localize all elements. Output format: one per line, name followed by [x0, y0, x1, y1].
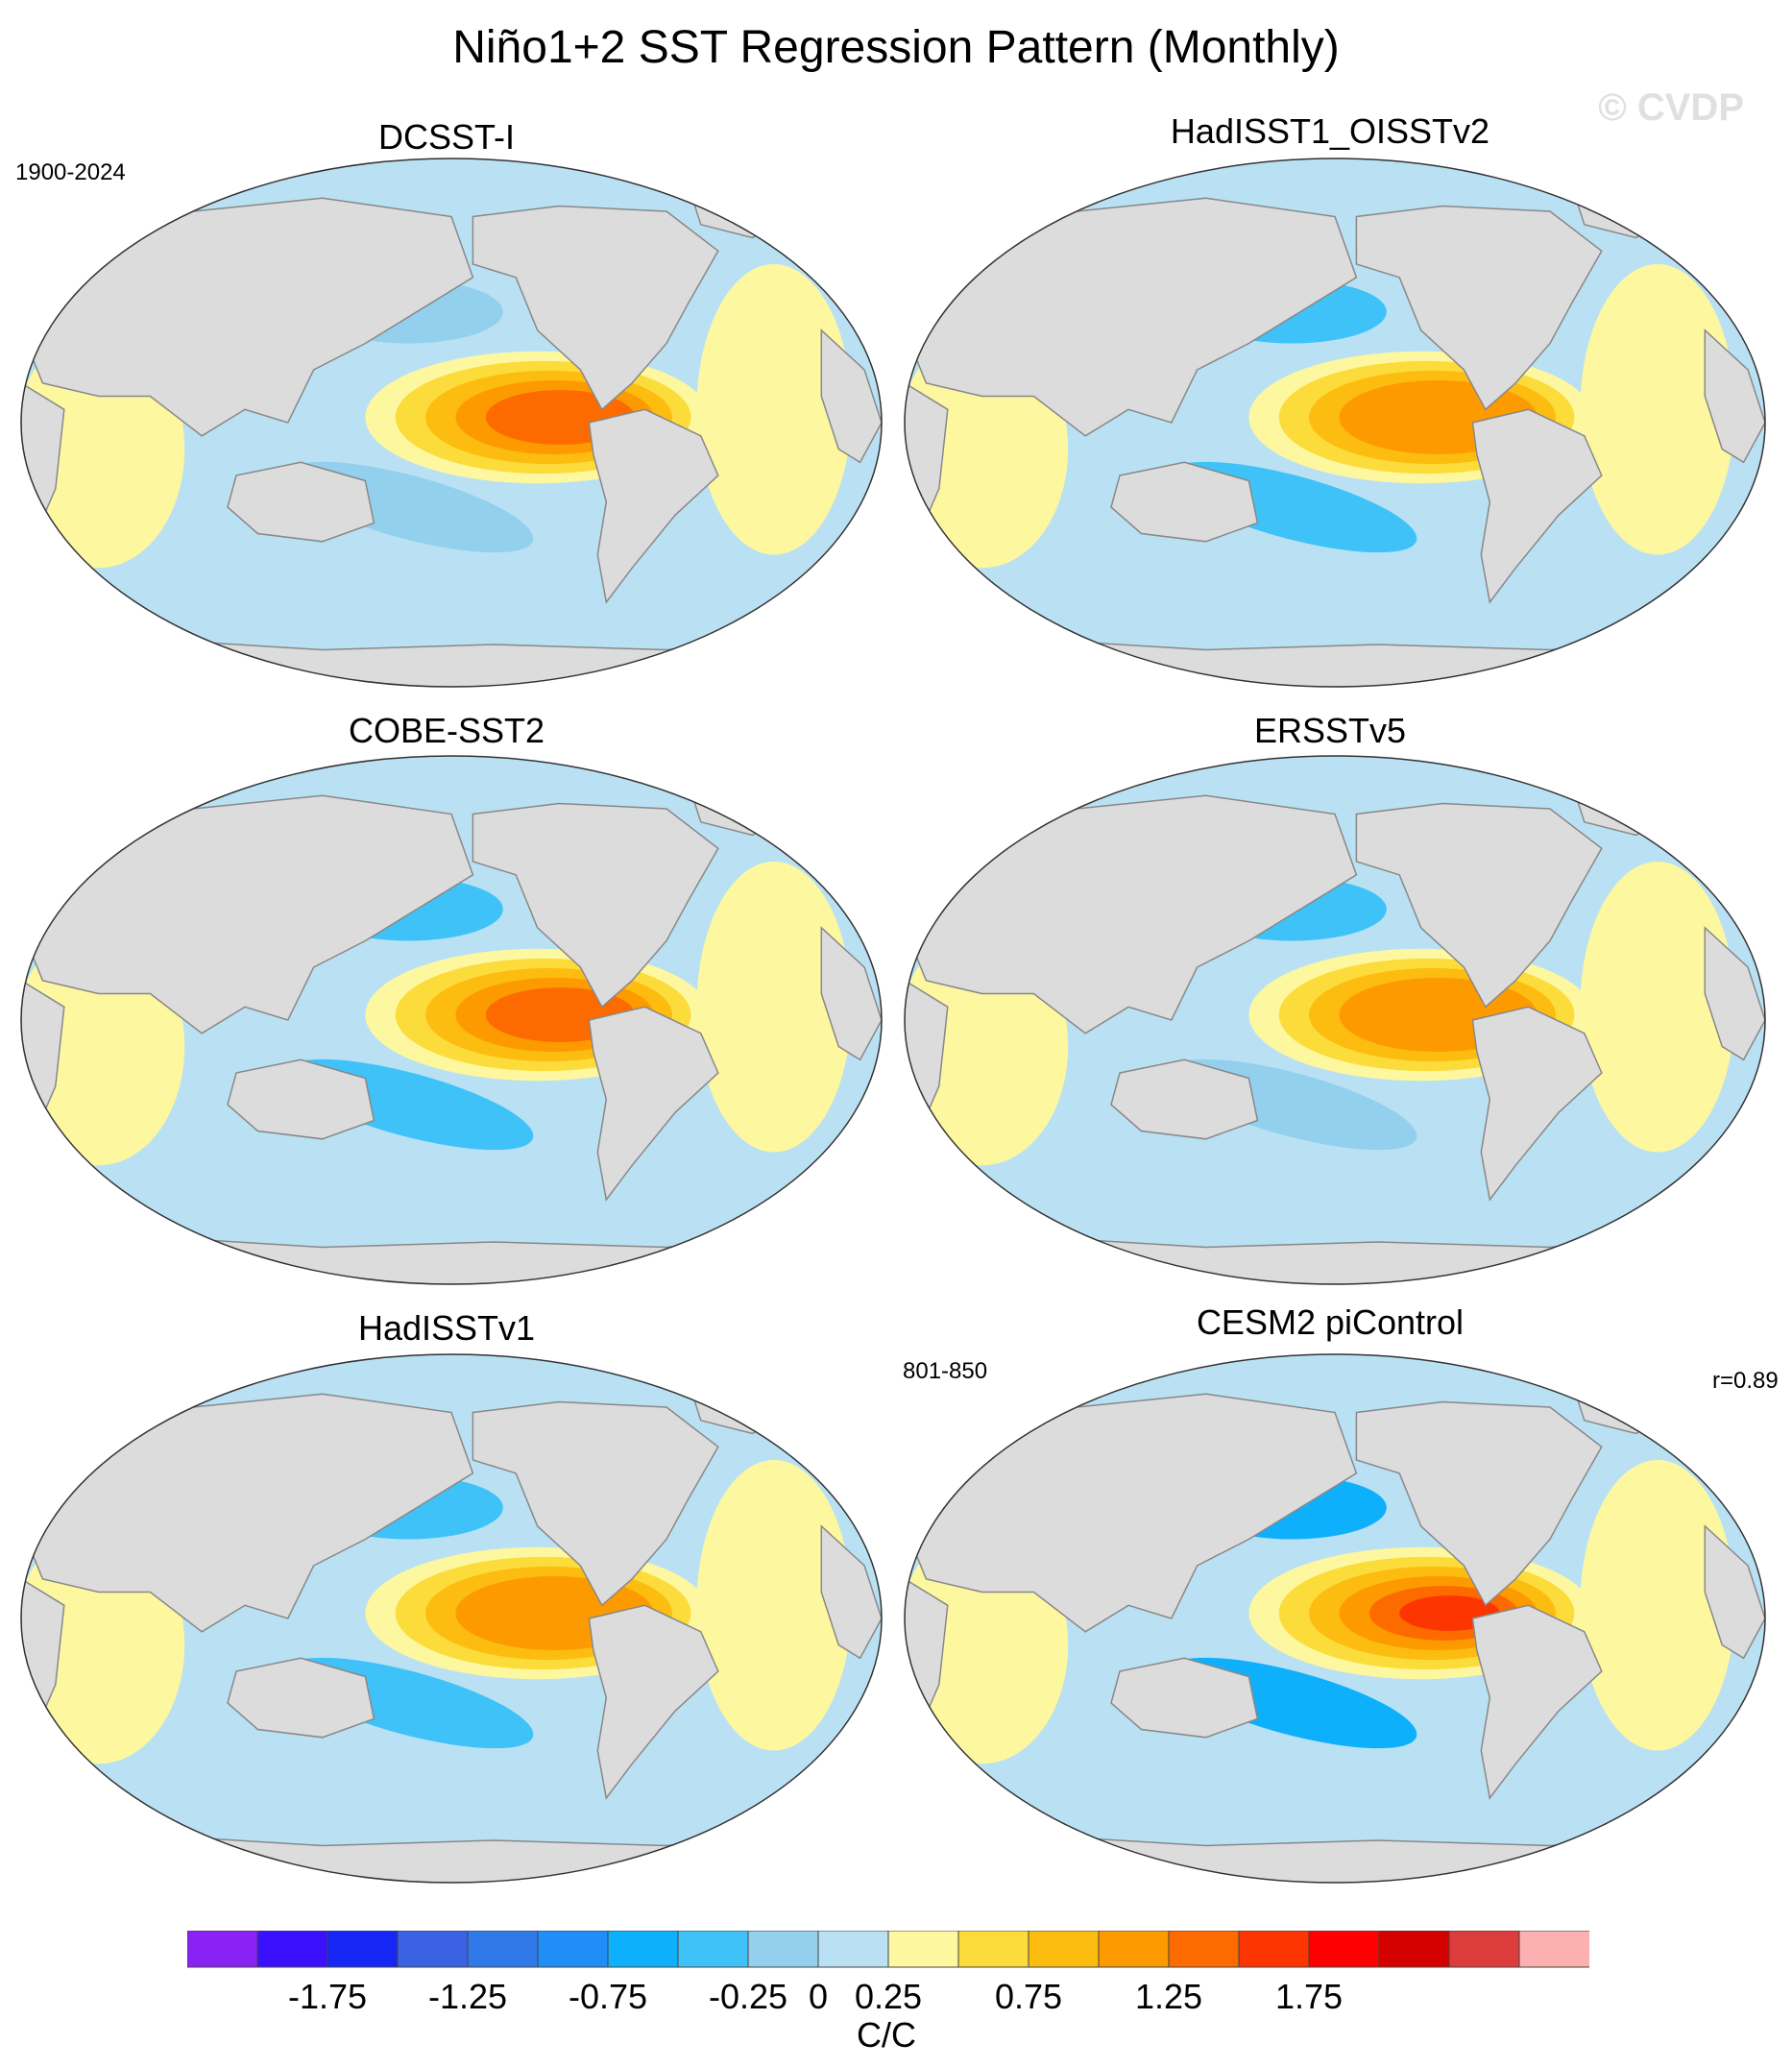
land-mass: [1471, 408, 1603, 604]
panel-title-4: ERSSTv5: [1253, 711, 1407, 750]
atlantic-warm: [1580, 1460, 1735, 1751]
colorbar-swatch-3: [327, 1931, 399, 1968]
land-mass: [1110, 1657, 1259, 1739]
atlantic-warm: [1580, 264, 1735, 555]
land-mass: [472, 1400, 719, 1607]
panel-title-3: COBE-SST2: [348, 711, 545, 750]
land-mass: [1110, 461, 1259, 543]
panel-title-1: DCSST-I: [377, 117, 515, 157]
page-title: Niño1+2 SST Regression Pattern (Monthly): [452, 22, 1340, 73]
atlantic-warm: [696, 862, 852, 1153]
panel-title-6: CESM2 piControl: [1196, 1302, 1465, 1342]
land-mass: [1355, 802, 1603, 1009]
colorbar-swatch-8: [677, 1931, 749, 1968]
colorbar-tick-label: 1.75: [1274, 1977, 1344, 2016]
map-panel-1: [20, 158, 883, 688]
period-label-model: 801-850: [903, 1358, 988, 1384]
land-mass: [820, 328, 882, 464]
colorbar-swatch-20: [1518, 1931, 1589, 1968]
land-mass: [1704, 328, 1765, 464]
colorbar-swatch-2: [256, 1931, 328, 1968]
land-mass: [820, 1524, 882, 1660]
land-mass: [227, 1058, 375, 1140]
colorbar: [187, 1931, 1589, 1968]
colorbar-tick-label: -1.25: [427, 1977, 508, 2016]
map-panel-4: [904, 755, 1766, 1285]
land-mass: [588, 408, 719, 604]
colorbar-swatch-18: [1378, 1931, 1450, 1968]
land-mass: [21, 197, 474, 437]
period-label-obs: 1900-2024: [15, 159, 126, 185]
map-border: [904, 1353, 1766, 1884]
colorbar-tick-label: 0: [808, 1977, 829, 2016]
map-border: [904, 755, 1766, 1285]
land-mass: [1471, 1006, 1603, 1202]
atlantic-warm: [696, 1460, 852, 1751]
colorbar-tick-label: 0.75: [994, 1977, 1063, 2016]
land-mass: [1471, 1604, 1603, 1800]
colorbar-swatch-15: [1168, 1931, 1240, 1968]
correlation-label: r=0.89: [1712, 1368, 1779, 1394]
colorbar-swatch-4: [397, 1931, 469, 1968]
map-border: [20, 158, 883, 688]
colorbar-swatch-13: [1028, 1931, 1100, 1968]
watermark-text: © CVDP: [1598, 86, 1744, 129]
atlantic-warm: [696, 264, 852, 555]
panel-title-5: HadISSTv1: [357, 1308, 536, 1348]
land-mass: [588, 1604, 719, 1800]
land-mass: [472, 802, 719, 1009]
colorbar-swatch-19: [1448, 1931, 1520, 1968]
atlantic-warm: [1580, 862, 1735, 1153]
land-mass: [905, 197, 1358, 437]
colorbar-swatch-17: [1308, 1931, 1380, 1968]
map-border: [904, 158, 1766, 688]
land-mass: [21, 794, 474, 1034]
land-mass: [820, 926, 882, 1061]
map-panel-6: [904, 1353, 1766, 1884]
land-mass: [588, 1006, 719, 1202]
colorbar-swatch-1: [187, 1931, 258, 1968]
colorbar-swatch-12: [957, 1931, 1029, 1968]
colorbar-swatch-7: [607, 1931, 679, 1968]
colorbar-swatch-9: [747, 1931, 819, 1968]
colorbar-swatch-14: [1098, 1931, 1170, 1968]
land-mass: [1110, 1058, 1259, 1140]
colorbar-swatch-10: [817, 1931, 889, 1968]
land-mass: [905, 794, 1358, 1034]
colorbar-tick-label: -0.75: [568, 1977, 648, 2016]
colorbar-swatch-16: [1238, 1931, 1310, 1968]
land-mass: [1355, 205, 1603, 411]
panel-title-2: HadISST1_OISSTv2: [1170, 111, 1490, 151]
map-panel-5: [20, 1353, 883, 1884]
map-border: [20, 1353, 883, 1884]
colorbar-tick-label: 1.25: [1134, 1977, 1203, 2016]
colorbar-swatch-11: [887, 1931, 959, 1968]
land-mass: [227, 461, 375, 543]
land-mass: [1704, 926, 1765, 1061]
land-mass: [21, 1393, 474, 1633]
colorbar-units: C/C: [857, 2015, 916, 2055]
land-mass: [1355, 1400, 1603, 1607]
land-mass: [905, 1393, 1358, 1633]
land-mass: [472, 205, 719, 411]
map-panel-2: [904, 158, 1766, 688]
colorbar-swatch-5: [467, 1931, 539, 1968]
land-mass: [1704, 1524, 1765, 1660]
map-border: [20, 755, 883, 1285]
map-panel-3: [20, 755, 883, 1285]
colorbar-tick-label: 0.25: [854, 1977, 923, 2016]
colorbar-tick-label: -0.25: [708, 1977, 788, 2016]
colorbar-tick-label: -1.75: [287, 1977, 368, 2016]
land-mass: [227, 1657, 375, 1739]
colorbar-swatch-6: [537, 1931, 609, 1968]
